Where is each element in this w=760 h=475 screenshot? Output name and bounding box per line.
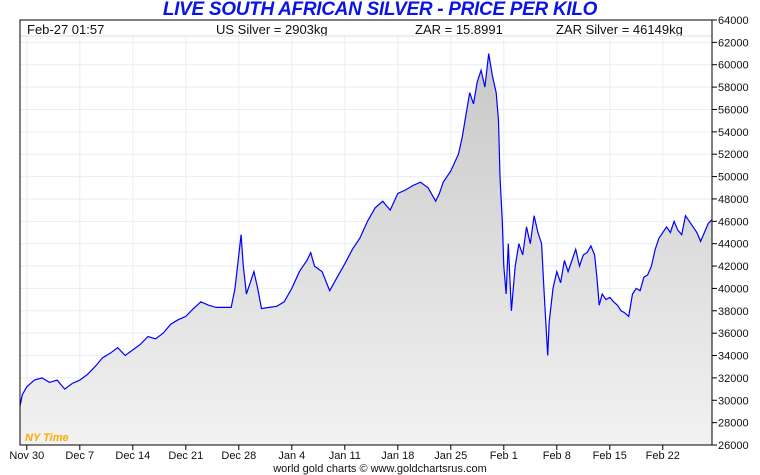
y-tick-label: 58000 [718, 82, 749, 94]
zar-silver-label: ZAR Silver = 46149kg [556, 22, 683, 37]
x-tick-label: Feb 15 [593, 450, 627, 462]
y-tick-label: 54000 [718, 127, 749, 139]
x-tick-label: Jan 18 [381, 450, 414, 462]
y-tick-label: 26000 [718, 440, 749, 452]
y-tick-label: 52000 [718, 149, 749, 161]
price-area-fill [20, 53, 712, 445]
y-tick-label: 42000 [718, 261, 749, 273]
x-tick-label: Dec 14 [115, 450, 150, 462]
plot-frame [19, 19, 713, 446]
x-tick-label: Dec 7 [65, 450, 94, 462]
y-tick-label: 62000 [718, 37, 749, 49]
x-tick-label: Nov 30 [9, 450, 44, 462]
y-tick-label: 30000 [718, 395, 749, 407]
y-tick-label: 34000 [718, 351, 749, 363]
chart-title: LIVE SOUTH AFRICAN SILVER - PRICE PER KI… [162, 0, 598, 20]
y-tick-label: 38000 [718, 306, 749, 318]
y-tick-label: 32000 [718, 373, 749, 385]
y-tick-label: 48000 [718, 194, 749, 206]
y-tick-label: 64000 [718, 15, 749, 27]
price-line [19, 53, 713, 407]
y-tick-label: 40000 [718, 283, 749, 295]
datetime-label: Feb-27 01:57 [27, 22, 105, 37]
y-tick-label: 46000 [718, 216, 749, 228]
timezone-label: NY Time [25, 432, 69, 444]
x-tick-label: Dec 21 [168, 450, 203, 462]
x-tick-label: Jan 25 [434, 450, 467, 462]
footer-credit: world gold charts © www.goldchartsrus.co… [273, 463, 487, 475]
y-tick-label: 60000 [718, 60, 749, 72]
us-silver-label: US Silver = 2903kg [216, 22, 328, 37]
y-tick-label: 50000 [718, 172, 749, 184]
x-tick-label: Jan 11 [329, 450, 361, 462]
y-tick-label: 36000 [718, 328, 749, 340]
y-tick-label: 28000 [718, 418, 749, 430]
x-tick-label: Dec 28 [221, 450, 256, 462]
x-tick-label: Jan 4 [278, 450, 305, 462]
zar-rate-label: ZAR = 15.8991 [415, 22, 503, 37]
y-tick-label: 56000 [718, 104, 749, 116]
x-tick-label: Feb 8 [543, 450, 571, 462]
x-tick-label: Feb 1 [490, 450, 518, 462]
y-tick-label: 44000 [718, 239, 749, 251]
x-tick-label: Feb 22 [646, 450, 680, 462]
